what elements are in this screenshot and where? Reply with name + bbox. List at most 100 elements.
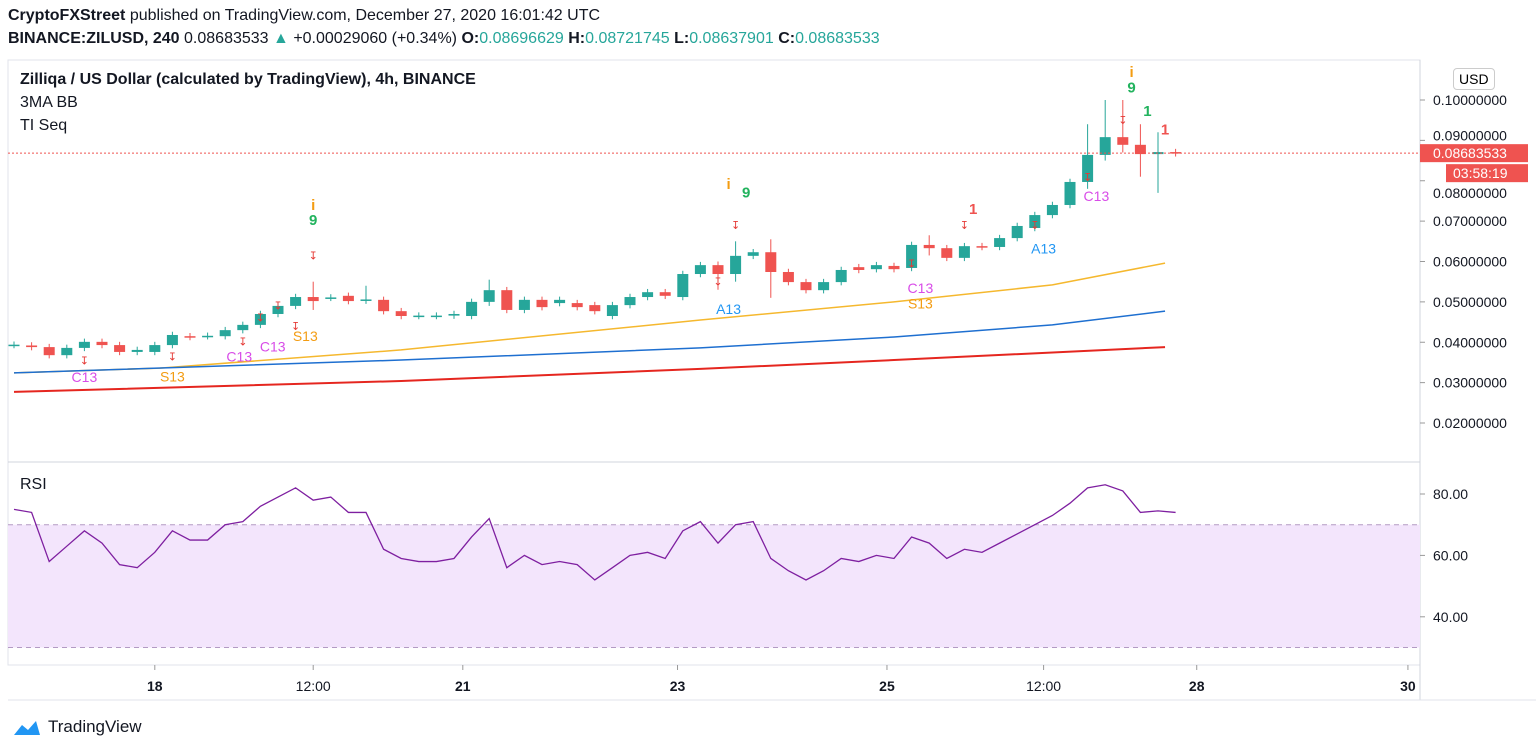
close-label: C:	[778, 30, 796, 47]
td-sequential-label: S13	[908, 296, 933, 312]
down-arrow-icon: ↧	[907, 259, 916, 271]
high-label: H:	[568, 30, 586, 47]
candle-up	[413, 315, 425, 318]
candle-down	[536, 299, 548, 308]
up-triangle-icon: ▲	[273, 30, 289, 47]
price-tag-bg	[1420, 144, 1528, 163]
candle-up	[677, 274, 689, 298]
candle-up	[730, 255, 742, 275]
price-tick-label: 0.04000000	[1433, 334, 1507, 350]
candle-up	[554, 299, 566, 304]
down-arrow-icon: ↧	[238, 336, 247, 348]
down-arrow-icon: ↧	[80, 355, 89, 367]
time-tick-label: 21	[455, 678, 471, 694]
candle-down	[1170, 152, 1182, 154]
candle-down	[976, 246, 988, 248]
candle-up	[360, 299, 372, 301]
candle-down	[765, 252, 777, 272]
down-arrow-icon: ↧	[168, 351, 177, 363]
candle-down	[26, 345, 38, 348]
countdown: 03:58:19	[1453, 165, 1508, 181]
author[interactable]: CryptoFXStreet	[8, 7, 126, 24]
candle-up	[1064, 181, 1076, 205]
time-tick-label: 23	[670, 678, 686, 694]
td-sequential-label: C13	[226, 349, 252, 365]
down-arrow-icon: ↧	[291, 321, 300, 333]
td-sequential-label: 9	[309, 212, 317, 229]
price-tick-label: 0.03000000	[1433, 375, 1507, 391]
td-sequential-label: C13	[908, 280, 934, 296]
last-price: 0.08683533	[184, 30, 269, 47]
td-sequential-label: S13	[293, 328, 318, 344]
candle-up	[325, 297, 337, 299]
candle-up	[466, 301, 478, 317]
td-sequential-label: i	[726, 176, 730, 193]
candle-up	[835, 269, 847, 283]
symbol: BINANCE:ZILUSD, 240	[8, 30, 180, 47]
candle-down	[43, 347, 55, 356]
time-tick-label: 18	[147, 678, 163, 694]
td-sequential-label: S13	[160, 368, 185, 384]
candle-down	[853, 267, 865, 270]
candle-up	[694, 265, 706, 275]
down-arrow-icon: ↧	[731, 220, 740, 232]
candle-up	[994, 238, 1006, 247]
candle-up	[624, 297, 636, 306]
rsi-tick-label: 80.00	[1433, 486, 1468, 502]
ma-line-ma3	[13, 346, 1166, 393]
candle-down	[1117, 137, 1129, 145]
td-sequential-label: 9	[1127, 80, 1135, 97]
publish-info: published on TradingView.com, December 2…	[129, 7, 601, 24]
open-label: O:	[461, 30, 480, 47]
high-value: 0.08721745	[585, 30, 670, 47]
candle-down	[378, 299, 390, 312]
candle-up	[958, 246, 970, 258]
td-sequential-label: C13	[260, 339, 286, 355]
candle-up	[818, 282, 830, 291]
logo-text: TradingView	[48, 717, 142, 736]
candle-down	[342, 295, 354, 302]
tradingview-logo[interactable]: TradingView	[10, 717, 142, 737]
indicator-rsi[interactable]: RSI	[20, 476, 47, 493]
candle-down	[501, 290, 513, 310]
candle-up	[1099, 137, 1111, 155]
candle-down	[800, 282, 812, 291]
td-sequential-label: A13	[1031, 240, 1056, 256]
low-value: 0.08637901	[689, 30, 774, 47]
currency-button[interactable]: USD	[1453, 68, 1495, 90]
candle-down	[712, 265, 724, 275]
price-tick-label: 0.07000000	[1433, 213, 1507, 229]
candle-up	[237, 324, 249, 331]
indicator-ti-seq[interactable]: TI Seq	[20, 117, 68, 134]
time-tick-label: 30	[1400, 678, 1416, 694]
price-tag: 0.08683533	[1433, 145, 1507, 161]
td-sequential-label: 1	[969, 201, 977, 218]
candle-up	[642, 292, 654, 298]
rsi-line	[13, 484, 1176, 581]
price-tick-label: 0.02000000	[1433, 415, 1507, 431]
candle-up	[166, 334, 178, 346]
td-sequential-label: A13	[716, 301, 741, 317]
close-value: 0.08683533	[795, 30, 880, 47]
candle-down	[571, 303, 583, 308]
price-tick-label: 0.08000000	[1433, 185, 1507, 201]
candle-down	[1134, 144, 1146, 155]
td-sequential-label: i	[311, 197, 315, 214]
candle-up	[149, 345, 161, 352]
time-tick-label: 28	[1189, 678, 1205, 694]
down-arrow-icon: ↧	[1118, 115, 1127, 127]
indicator-3ma-bb[interactable]: 3MA BB	[20, 94, 78, 111]
candle-up	[1029, 215, 1041, 228]
candle-down	[589, 305, 601, 312]
candle-up	[219, 330, 231, 337]
candle-down	[659, 292, 671, 296]
publish-line: CryptoFXStreet published on TradingView.…	[8, 7, 600, 25]
candle-up	[131, 349, 143, 352]
down-arrow-icon: ↧	[960, 220, 969, 232]
candle-up	[1011, 225, 1023, 239]
price-tick-label: 0.06000000	[1433, 254, 1507, 270]
chart-title: Zilliqa / US Dollar (calculated by Tradi…	[20, 71, 476, 88]
low-label: L:	[674, 30, 690, 47]
down-arrow-icon: ↧	[1083, 172, 1092, 184]
